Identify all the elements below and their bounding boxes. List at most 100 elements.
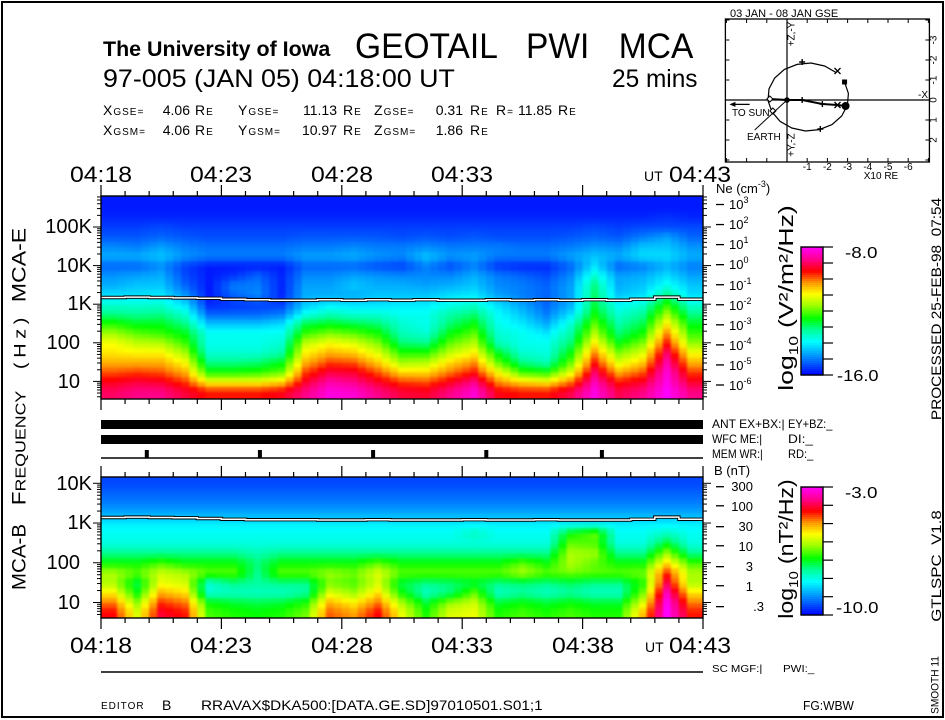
heatmap-cell (670, 241, 680, 247)
heatmap-cell (582, 333, 592, 339)
heatmap-cell (598, 284, 608, 291)
heatmap-cell (341, 270, 351, 276)
heatmap-cell (454, 222, 463, 228)
heatmap-cell (285, 241, 295, 247)
heatmap-cell (189, 251, 198, 257)
heatmap-cell (470, 477, 479, 484)
heatmap-cell (454, 612, 463, 618)
heatmap-cell (301, 607, 311, 614)
heatmap-cell (197, 255, 206, 262)
heatmap-cell (141, 304, 150, 310)
heatmap-cell (341, 352, 351, 358)
heatmap-cell (293, 299, 303, 305)
heatmap-cell (670, 227, 680, 233)
heatmap-cell (325, 612, 335, 618)
heatmap-cell (197, 612, 206, 618)
heatmap-cell (526, 212, 536, 218)
heatmap-cell (125, 488, 134, 494)
heatmap-cell (630, 542, 640, 549)
heatmap-cell (381, 275, 391, 281)
heatmap-cell (622, 552, 632, 559)
heatmap-cell (253, 328, 263, 334)
heatmap-cell (558, 246, 568, 252)
heatmap-cell (285, 542, 295, 549)
heatmap-cell (373, 508, 383, 514)
heatmap-cell (518, 313, 528, 320)
heatmap-cell (197, 207, 206, 214)
heatmap-cell (486, 289, 495, 296)
heatmap-cell (133, 567, 142, 574)
heatmap-cell (606, 289, 616, 296)
heatmap-cell (590, 289, 600, 296)
heatmap-cell (518, 532, 528, 539)
heatmap-cell (526, 532, 536, 539)
heatmap-cell (357, 260, 367, 267)
heatmap-cell (341, 342, 351, 349)
heatmap-cell (285, 371, 295, 378)
heatmap-cell (550, 251, 560, 257)
heatmap-cell (646, 572, 656, 579)
heatmap-cell (389, 602, 399, 609)
heatmap-cell (101, 270, 110, 276)
heatmap-cell (245, 328, 255, 334)
heatmap-cell (333, 592, 343, 599)
heatmap-cell (486, 333, 495, 339)
heatmap-cell (486, 294, 495, 300)
heatmap-cell (221, 260, 231, 267)
heatmap-cell (462, 582, 471, 589)
heatmap-cell (397, 602, 407, 609)
heatmap-cell (197, 217, 206, 223)
heatmap-cell (638, 333, 648, 339)
heatmap-cell (654, 328, 664, 334)
heatmap-cell (141, 299, 150, 305)
heatmap-cell (197, 366, 206, 373)
heatmap-cell (494, 241, 503, 247)
heatmap-cell (534, 241, 544, 247)
heatmap-cell (502, 602, 511, 609)
heatmap-cell (622, 391, 632, 399)
heatmap-cell (534, 246, 544, 252)
heatmap-cell (141, 612, 150, 618)
heatmap-cell (181, 493, 190, 499)
heatmap-cell (430, 498, 439, 504)
heatmap-cell (590, 493, 600, 499)
heatmap-cell (662, 547, 672, 554)
heatmap-cell (494, 342, 503, 349)
heatmap-cell (261, 547, 271, 554)
heatmap-cell (654, 207, 664, 214)
heatmap-cell (109, 323, 118, 329)
heatmap-cell (430, 366, 439, 373)
heatmap-cell (117, 227, 126, 233)
heatmap-cell (133, 597, 142, 604)
heatmap-cell (245, 587, 255, 594)
heatmap-cell (301, 577, 311, 584)
heatmap-cell (542, 231, 552, 238)
heatmap-cell (245, 513, 255, 519)
heatmap-cell (462, 318, 471, 325)
heatmap-cell (365, 196, 375, 209)
heatmap-cell (149, 313, 158, 320)
heatmap-cell (293, 309, 303, 315)
heatmap-cell (125, 592, 134, 599)
heatmap-cell (149, 241, 158, 247)
heatmap-cell (534, 357, 544, 363)
heatmap-cell (622, 347, 632, 354)
heatmap-cell (277, 508, 287, 514)
heatmap-cell (301, 537, 311, 544)
heatmap-cell (470, 196, 479, 209)
heatmap-cell (173, 582, 182, 589)
heatmap-cell (542, 552, 552, 559)
heatmap-cell (678, 371, 688, 378)
heatmap-cell (478, 391, 487, 399)
heatmap-cell (462, 577, 471, 584)
heatmap-cell (165, 222, 174, 228)
heatmap-cell (269, 366, 279, 373)
heatmap-cell (566, 602, 576, 609)
heatmap-cell (269, 333, 279, 339)
heatmap-cell (341, 222, 351, 228)
heatmap-cell (101, 518, 110, 524)
heatmap-cell (181, 483, 190, 489)
heatmap-cell (526, 376, 536, 383)
heatmap-cell (430, 577, 439, 584)
heatmap-cell (430, 294, 439, 300)
